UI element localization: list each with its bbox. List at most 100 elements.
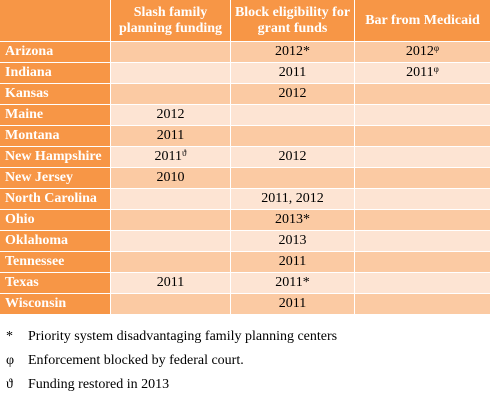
cell-value: 2012 <box>405 44 434 59</box>
footnote-symbol: ϑ <box>6 377 13 392</box>
cell-bar-medicaid <box>355 105 490 126</box>
cell-bar-medicaid <box>355 273 490 294</box>
cell-value: 2012 <box>278 149 307 164</box>
cell-block-eligibility <box>231 168 355 189</box>
cell-slash-funding: 2011 <box>111 273 231 294</box>
cell-block-eligibility: 2011 <box>231 252 355 273</box>
state-name: New Jersey <box>0 168 111 189</box>
state-name: Kansas <box>0 84 111 105</box>
cell-value: 2011 <box>156 275 185 290</box>
cell-block-eligibility: 2011* <box>231 273 355 294</box>
cell-value: 2011 <box>154 149 182 164</box>
state-name: Maine <box>0 105 111 126</box>
header-state <box>0 0 111 42</box>
cell-slash-funding <box>111 42 231 63</box>
footnote-text: Enforcement blocked by federal court. <box>28 353 244 368</box>
cell-value: 2012 <box>278 86 307 101</box>
cell-slash-funding: 2010 <box>111 168 231 189</box>
footnotes: * Priority system disadvantaging family … <box>0 329 490 393</box>
footnote: ϑ Funding restored in 2013 <box>6 377 490 393</box>
table-row: Maine 2012 <box>0 105 490 126</box>
cell-slash-funding <box>111 84 231 105</box>
table-row: Texas 2011 2011* <box>0 273 490 294</box>
cell-bar-medicaid <box>355 252 490 273</box>
cell-block-eligibility: 2013* <box>231 210 355 231</box>
cell-slash-funding <box>111 63 231 84</box>
cell-value: 2010 <box>156 170 185 185</box>
cell-bar-medicaid: 2011φ <box>355 63 490 84</box>
cell-bar-medicaid <box>355 84 490 105</box>
state-name: North Carolina <box>0 189 111 210</box>
cell-slash-funding: 2011 <box>111 126 231 147</box>
footnote-mark: φ <box>433 43 440 53</box>
table-row: Arizona 2012* 2012φ <box>0 42 490 63</box>
cell-value: 2011, 2012 <box>261 191 324 206</box>
header-block-eligibility: Block eligibility for grant funds <box>231 0 355 42</box>
cell-value: 2011 <box>278 296 307 311</box>
cell-block-eligibility: 2011, 2012 <box>231 189 355 210</box>
cell-slash-funding: 2011ϑ <box>111 147 231 168</box>
cell-slash-funding <box>111 294 231 315</box>
state-name: Ohio <box>0 210 111 231</box>
table-row: New Hampshire 2011ϑ 2012 <box>0 147 490 168</box>
footnote-symbol: φ <box>6 353 15 368</box>
cell-bar-medicaid <box>355 189 490 210</box>
cell-bar-medicaid <box>355 147 490 168</box>
table-row: Ohio 2013* <box>0 210 490 231</box>
table-row: Oklahoma 2013 <box>0 231 490 252</box>
cell-slash-funding <box>111 252 231 273</box>
cell-value: 2012* <box>275 44 310 59</box>
footnote: φ Enforcement blocked by federal court. <box>6 353 490 369</box>
state-policy-table: Slash family planning funding Block elig… <box>0 0 490 315</box>
footnote-text: Priority system disadvantaging family pl… <box>28 329 338 344</box>
cell-block-eligibility: 2012* <box>231 42 355 63</box>
cell-block-eligibility: 2013 <box>231 231 355 252</box>
state-name: Wisconsin <box>0 294 111 315</box>
cell-bar-medicaid: 2012φ <box>355 42 490 63</box>
cell-value: 2011 <box>278 65 307 80</box>
cell-value: 2011 <box>278 254 307 269</box>
cell-block-eligibility <box>231 105 355 126</box>
state-name: Indiana <box>0 63 111 84</box>
table-row: Kansas 2012 <box>0 84 490 105</box>
cell-slash-funding <box>111 189 231 210</box>
header-bar-medicaid: Bar from Medicaid <box>355 0 490 42</box>
cell-bar-medicaid <box>355 231 490 252</box>
cell-block-eligibility: 2011 <box>231 63 355 84</box>
cell-block-eligibility: 2012 <box>231 147 355 168</box>
state-name: Texas <box>0 273 111 294</box>
cell-value: 2013* <box>275 212 310 227</box>
table-row: Tennessee 2011 <box>0 252 490 273</box>
header-row: Slash family planning funding Block elig… <box>0 0 490 42</box>
cell-bar-medicaid <box>355 126 490 147</box>
cell-slash-funding <box>111 231 231 252</box>
footnote: * Priority system disadvantaging family … <box>6 329 490 345</box>
table-row: Wisconsin 2011 <box>0 294 490 315</box>
cell-value: 2011 <box>156 128 185 143</box>
cell-bar-medicaid <box>355 294 490 315</box>
table-row: Indiana 2011 2011φ <box>0 63 490 84</box>
state-name: Montana <box>0 126 111 147</box>
footnote-text: Funding restored in 2013 <box>28 377 170 392</box>
cell-value: 2012 <box>156 107 185 122</box>
table-body: Arizona 2012* 2012φ Indiana 2011 2011φ Kansas 2… <box>0 42 490 315</box>
state-name: Tennessee <box>0 252 111 273</box>
cell-bar-medicaid <box>355 168 490 189</box>
cell-slash-funding <box>111 210 231 231</box>
state-name: Oklahoma <box>0 231 111 252</box>
cell-block-eligibility: 2011 <box>231 294 355 315</box>
cell-bar-medicaid <box>355 210 490 231</box>
state-name: New Hampshire <box>0 147 111 168</box>
table-row: Montana 2011 <box>0 126 490 147</box>
footnote-mark: ϑ <box>182 148 187 158</box>
state-name: Arizona <box>0 42 111 63</box>
table-row: North Carolina 2011, 2012 <box>0 189 490 210</box>
header-slash-funding: Slash family planning funding <box>111 0 231 42</box>
cell-slash-funding: 2012 <box>111 105 231 126</box>
cell-value: 2013 <box>278 233 307 248</box>
cell-block-eligibility <box>231 126 355 147</box>
cell-value: 2011 <box>406 65 434 80</box>
cell-value: 2011* <box>275 275 310 290</box>
footnote-mark: φ <box>433 64 439 74</box>
footnote-symbol: * <box>6 329 13 344</box>
